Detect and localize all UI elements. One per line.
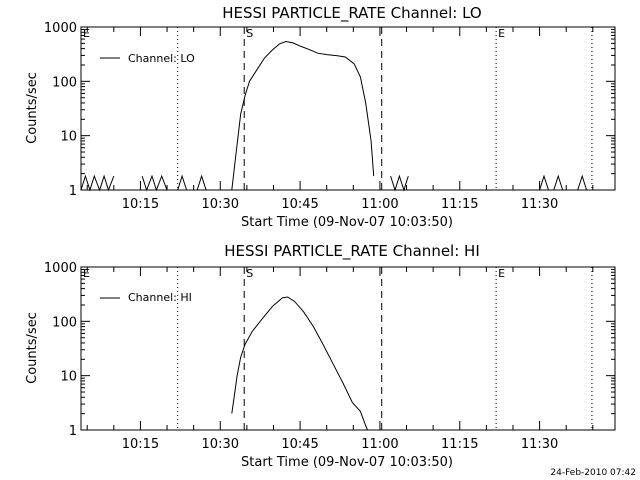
y-axis-label: Counts/sec [25,312,40,384]
data-series-line [80,174,115,192]
x-tick-label: 11:15 [441,197,478,212]
x-tick-label: 11:00 [361,197,398,212]
y-tick-label: 1 [69,424,77,439]
x-tick-label: 11:30 [521,437,558,452]
legend-label: Channel: HI [128,291,192,304]
y-tick-label: 100 [52,75,77,90]
x-tick-label: 11:30 [521,197,558,212]
x-tick-label: 10:15 [122,197,159,212]
event-marker: E [83,27,90,40]
timestamp: 24-Feb-2010 07:42 [550,468,636,478]
data-series-line [141,174,207,192]
y-tick-label: 1000 [44,261,77,276]
x-axis-label: Start Time (09-Nov-07 10:03:50) [241,215,453,230]
x-tick-label: 11:15 [441,437,478,452]
x-tick-label: 10:30 [202,197,239,212]
y-tick-label: 1 [69,184,77,199]
y-tick-label: 10 [60,130,77,145]
data-series-line [231,296,368,431]
event-marker: E [498,267,505,280]
event-marker: E [83,267,90,280]
x-axis-label: Start Time (09-Nov-07 10:03:50) [241,455,453,470]
chart-title: HESSI PARTICLE_RATE Channel: LO [222,4,481,23]
data-series-line [390,174,409,192]
x-tick-label: 10:15 [122,437,159,452]
y-tick-label: 10 [60,370,77,385]
x-tick-label: 10:45 [281,437,318,452]
event-marker: S [246,267,253,280]
x-tick-label: 11:00 [361,437,398,452]
plot-frame [80,266,616,431]
data-series-line [231,40,375,191]
x-tick-label: 10:30 [202,437,239,452]
chart-panel-lo: HESSI PARTICLE_RATE Channel: LO Start Ti… [25,4,616,230]
chart-title: HESSI PARTICLE_RATE Channel: HI [224,242,480,261]
y-tick-label: 1000 [44,21,77,36]
plot-frame [80,26,616,191]
event-marker: E [498,27,505,40]
event-marker: S [246,27,253,40]
data-series-line [539,174,588,191]
chart-panel-hi: HESSI PARTICLE_RATE Channel: HI Start Ti… [25,242,616,470]
x-tick-label: 10:45 [281,197,318,212]
y-axis-label: Counts/sec [25,72,40,144]
y-tick-label: 100 [52,315,77,330]
legend-label: Channel: LO [128,52,195,65]
